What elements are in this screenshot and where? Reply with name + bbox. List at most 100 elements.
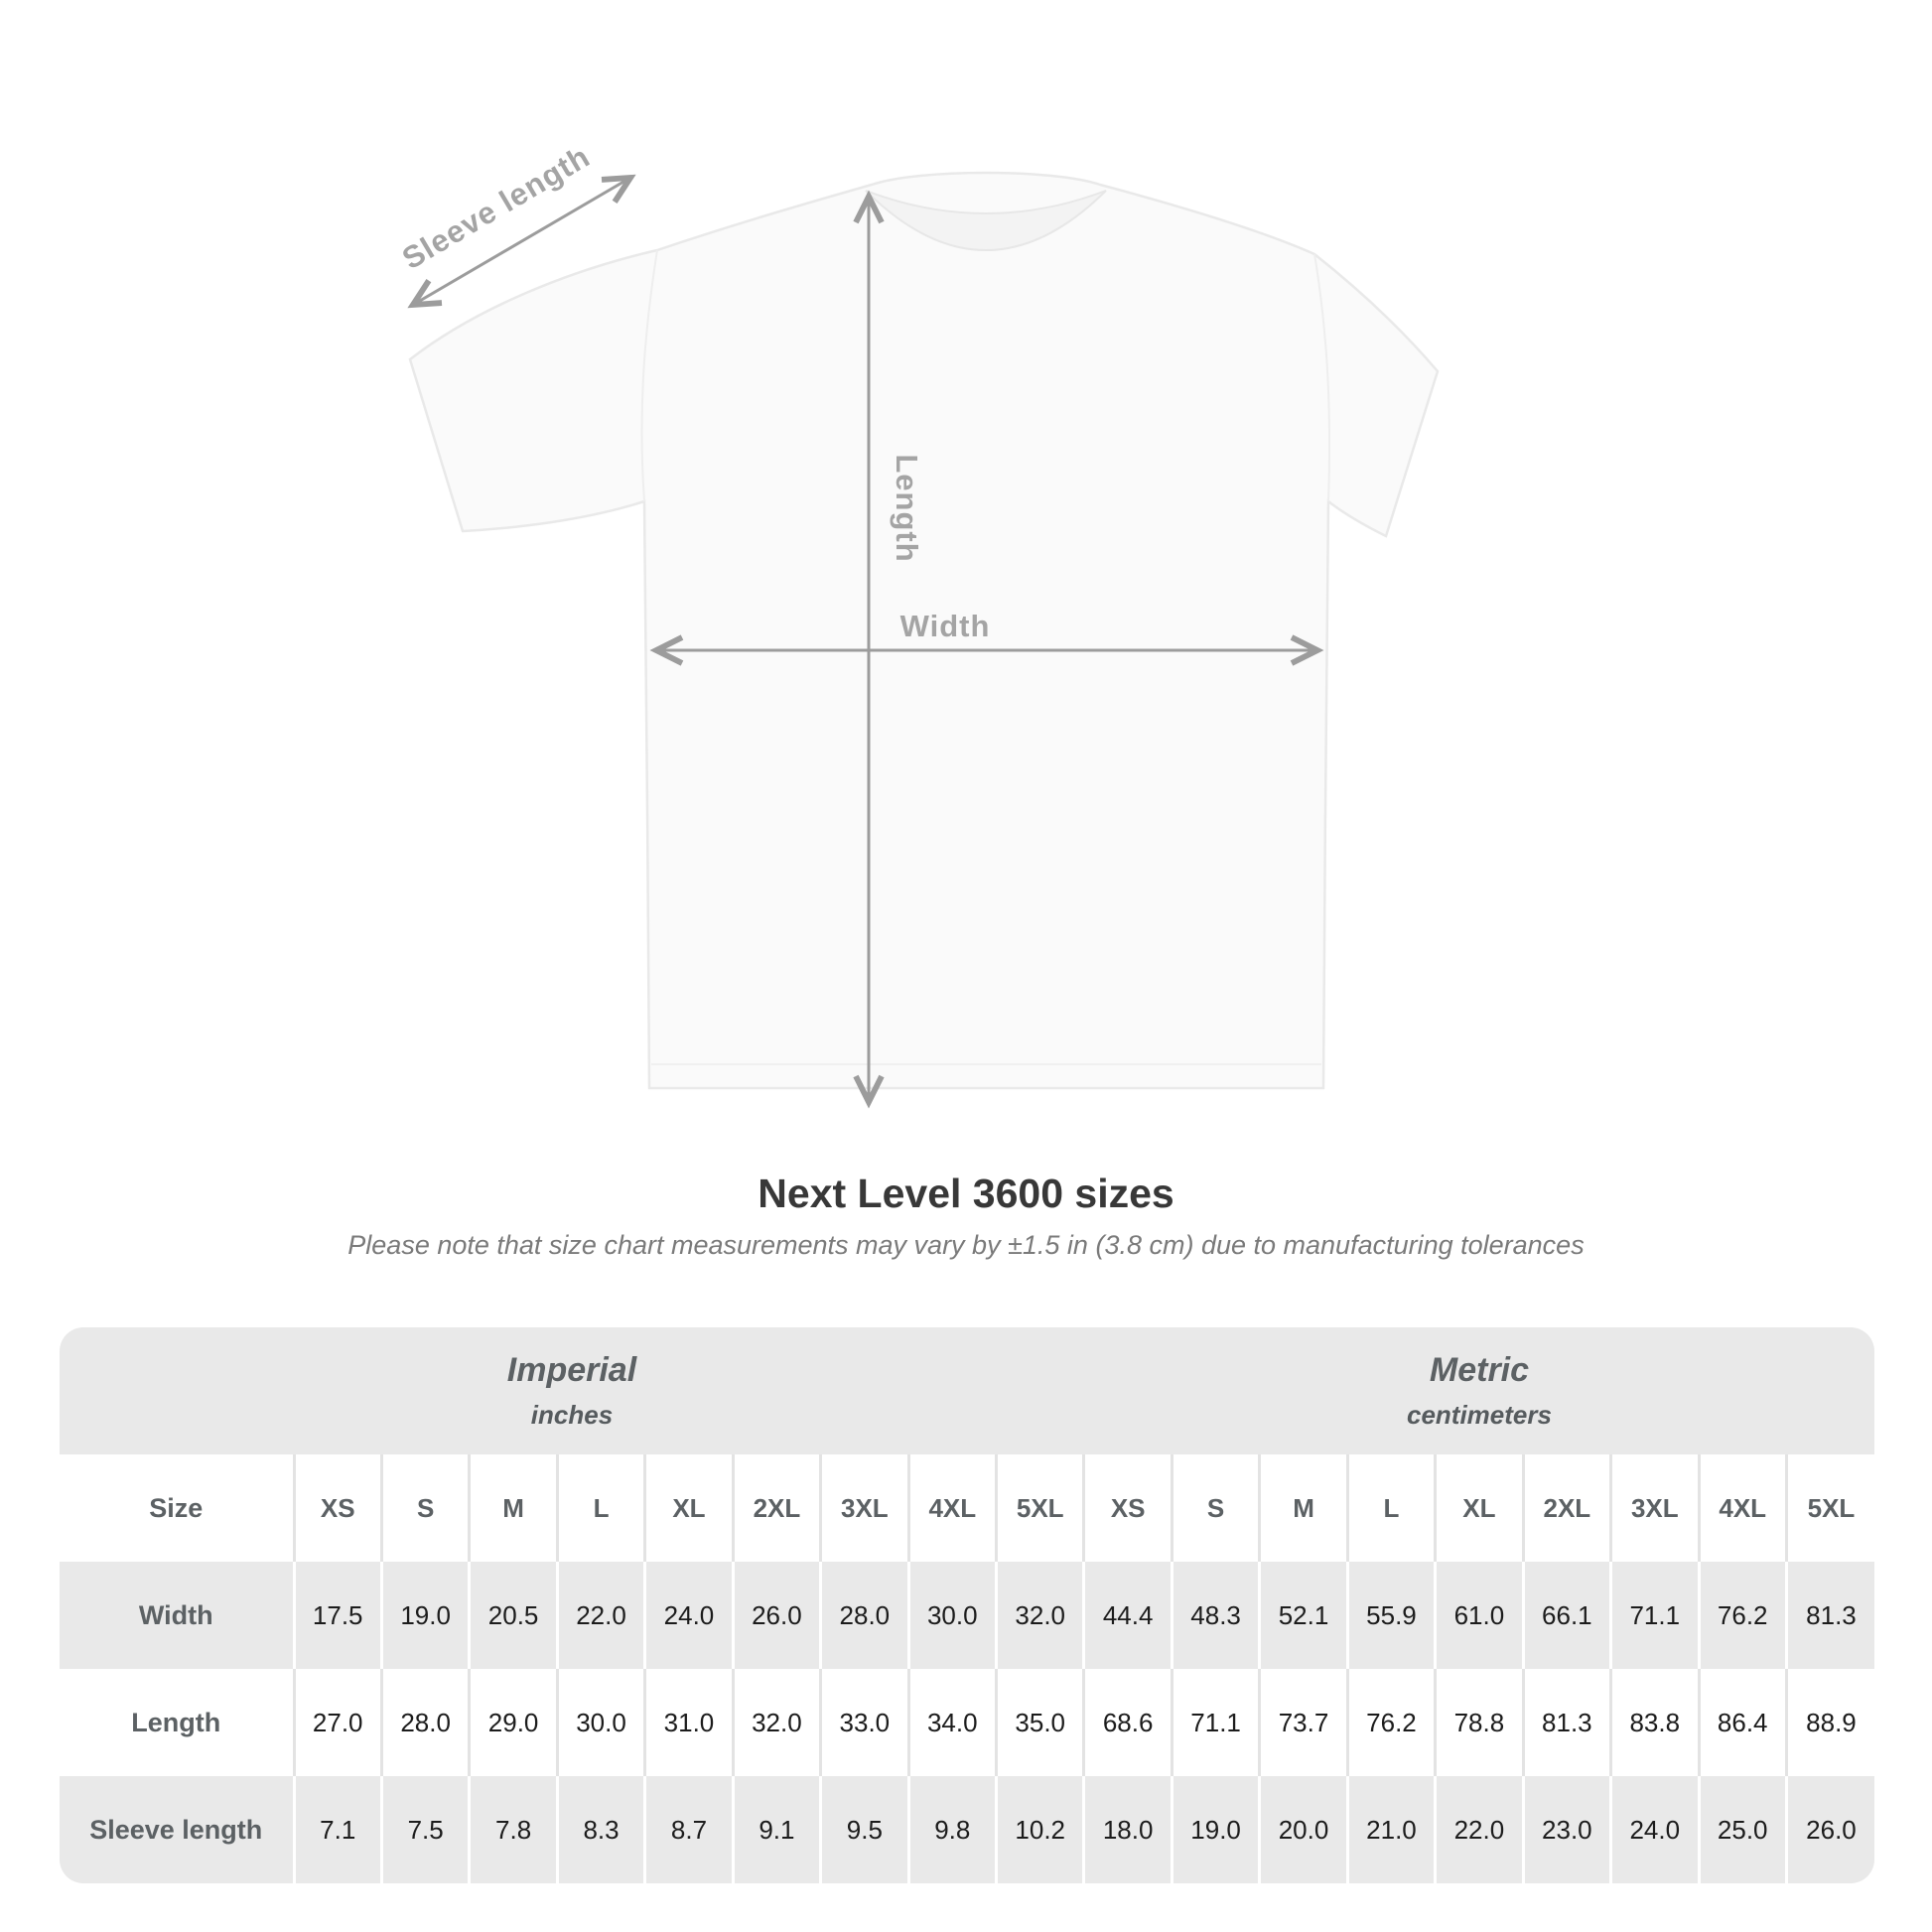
table-row-length: Length 27.0 28.0 29.0 30.0 31.0 32.0 33.… <box>60 1669 1874 1776</box>
value-cell: 81.3 <box>1521 1669 1611 1776</box>
value-cell: 7.8 <box>468 1776 558 1883</box>
collar <box>865 190 1107 251</box>
value-cell: 20.5 <box>468 1562 558 1669</box>
unit-header-row: Imperial inches Metric centimeters <box>60 1327 1874 1454</box>
value-cell: 88.9 <box>1784 1669 1874 1776</box>
sleeve-length-arrow <box>413 178 630 305</box>
col-header: 2XL <box>731 1454 821 1562</box>
metric-unit-header: Metric centimeters <box>1084 1327 1874 1454</box>
col-header: M <box>468 1454 558 1562</box>
value-cell: 7.1 <box>292 1776 382 1883</box>
value-cell: 61.0 <box>1434 1562 1524 1669</box>
value-cell: 23.0 <box>1521 1776 1611 1883</box>
table-row-sleeve-length: Sleeve length 7.1 7.5 7.8 8.3 8.7 9.1 9.… <box>60 1776 1874 1883</box>
col-header: 3XL <box>819 1454 909 1562</box>
value-cell: 71.1 <box>1170 1669 1260 1776</box>
value-cell: 17.5 <box>292 1562 382 1669</box>
value-cell: 7.5 <box>379 1776 470 1883</box>
imperial-unit-header: Imperial inches <box>60 1327 1084 1454</box>
width-label: Width <box>900 609 991 643</box>
col-header: 5XL <box>1784 1454 1874 1562</box>
col-header: 5XL <box>994 1454 1084 1562</box>
col-header: 4XL <box>906 1454 997 1562</box>
value-cell: 8.7 <box>643 1776 734 1883</box>
heading-block: Next Level 3600 sizes Please note that s… <box>0 1171 1932 1261</box>
value-cell: 48.3 <box>1170 1562 1260 1669</box>
size-table: Imperial inches Metric centimeters Size … <box>60 1327 1874 1883</box>
value-cell: 25.0 <box>1697 1776 1787 1883</box>
value-cell: 32.0 <box>731 1669 821 1776</box>
value-cell: 26.0 <box>1784 1776 1874 1883</box>
value-cell: 35.0 <box>994 1669 1084 1776</box>
size-header-row: Size XS S M L XL 2XL 3XL 4XL 5XL XS S M … <box>60 1454 1874 1562</box>
col-header: S <box>1170 1454 1260 1562</box>
metric-unit-sublabel: centimeters <box>1406 1400 1552 1430</box>
row-label: Length <box>131 1707 221 1737</box>
value-cell: 20.0 <box>1258 1776 1348 1883</box>
value-cell: 30.0 <box>555 1669 645 1776</box>
value-cell: 83.8 <box>1609 1669 1699 1776</box>
metric-label: Metric <box>1429 1351 1530 1389</box>
col-header: 4XL <box>1697 1454 1787 1562</box>
value-cell: 19.0 <box>379 1562 470 1669</box>
size-column-header: Size <box>149 1492 204 1523</box>
right-sleeve-seam <box>1313 253 1331 502</box>
table-row-width: Width 17.5 19.0 20.5 22.0 24.0 26.0 28.0… <box>60 1562 1874 1669</box>
value-cell: 34.0 <box>906 1669 997 1776</box>
value-cell: 33.0 <box>819 1669 909 1776</box>
col-header: XL <box>1434 1454 1524 1562</box>
size-table-container: Imperial inches Metric centimeters Size … <box>60 1327 1874 1883</box>
value-cell: 30.0 <box>906 1562 997 1669</box>
value-cell: 10.2 <box>994 1776 1084 1883</box>
row-label: Width <box>138 1599 213 1630</box>
value-cell: 55.9 <box>1345 1562 1436 1669</box>
value-cell: 24.0 <box>1609 1776 1699 1883</box>
value-cell: 22.0 <box>1434 1776 1524 1883</box>
value-cell: 44.4 <box>1082 1562 1173 1669</box>
col-header: XS <box>292 1454 382 1562</box>
value-cell: 9.5 <box>819 1776 909 1883</box>
value-cell: 78.8 <box>1434 1669 1524 1776</box>
value-cell: 71.1 <box>1609 1562 1699 1669</box>
value-cell: 26.0 <box>731 1562 821 1669</box>
value-cell: 27.0 <box>292 1669 382 1776</box>
value-cell: 8.3 <box>555 1776 645 1883</box>
value-cell: 32.0 <box>994 1562 1084 1669</box>
row-label: Sleeve length <box>89 1814 263 1845</box>
value-cell: 76.2 <box>1345 1669 1436 1776</box>
col-header: S <box>379 1454 470 1562</box>
value-cell: 68.6 <box>1082 1669 1173 1776</box>
value-cell: 9.1 <box>731 1776 821 1883</box>
length-label: Length <box>890 454 924 562</box>
value-cell: 9.8 <box>906 1776 997 1883</box>
col-header: L <box>1345 1454 1436 1562</box>
tolerance-note: Please note that size chart measurements… <box>347 1230 1585 1261</box>
col-header: L <box>555 1454 645 1562</box>
page-title: Next Level 3600 sizes <box>758 1171 1174 1216</box>
value-cell: 81.3 <box>1784 1562 1874 1669</box>
imperial-unit-sublabel: inches <box>530 1400 614 1430</box>
col-header: 3XL <box>1609 1454 1699 1562</box>
value-cell: 66.1 <box>1521 1562 1611 1669</box>
value-cell: 21.0 <box>1345 1776 1436 1883</box>
value-cell: 24.0 <box>643 1562 734 1669</box>
value-cell: 28.0 <box>819 1562 909 1669</box>
value-cell: 22.0 <box>555 1562 645 1669</box>
col-header: XS <box>1082 1454 1173 1562</box>
value-cell: 52.1 <box>1258 1562 1348 1669</box>
value-cell: 76.2 <box>1697 1562 1787 1669</box>
value-cell: 18.0 <box>1082 1776 1173 1883</box>
value-cell: 29.0 <box>468 1669 558 1776</box>
imperial-label: Imperial <box>506 1351 637 1389</box>
tshirt-measurement-diagram: Sleeve length Length Width <box>396 139 1440 1162</box>
value-cell: 86.4 <box>1697 1669 1787 1776</box>
col-header: M <box>1258 1454 1348 1562</box>
value-cell: 73.7 <box>1258 1669 1348 1776</box>
col-header: XL <box>643 1454 734 1562</box>
col-header: 2XL <box>1521 1454 1611 1562</box>
value-cell: 28.0 <box>379 1669 470 1776</box>
value-cell: 31.0 <box>643 1669 734 1776</box>
value-cell: 19.0 <box>1170 1776 1260 1883</box>
left-sleeve-seam <box>640 249 658 502</box>
